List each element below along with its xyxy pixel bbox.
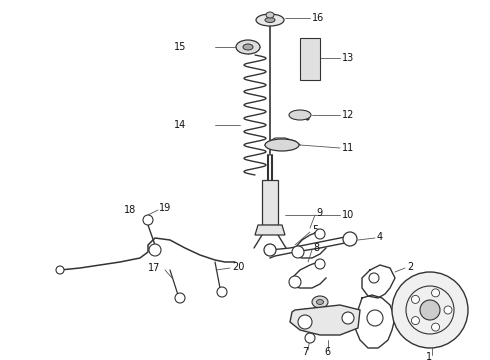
Text: 11: 11 bbox=[342, 143, 354, 153]
Ellipse shape bbox=[236, 40, 260, 54]
Text: 9: 9 bbox=[316, 208, 322, 218]
Circle shape bbox=[315, 229, 325, 239]
Text: 3: 3 bbox=[313, 311, 319, 321]
Circle shape bbox=[292, 246, 304, 258]
Circle shape bbox=[367, 310, 383, 326]
Circle shape bbox=[369, 273, 379, 283]
Circle shape bbox=[264, 244, 276, 256]
Text: 14: 14 bbox=[174, 120, 186, 130]
Text: 13: 13 bbox=[342, 53, 354, 63]
Circle shape bbox=[305, 333, 315, 343]
Text: 10: 10 bbox=[342, 210, 354, 220]
Circle shape bbox=[56, 266, 64, 274]
Polygon shape bbox=[290, 305, 360, 335]
Ellipse shape bbox=[265, 139, 299, 151]
Circle shape bbox=[143, 215, 153, 225]
Polygon shape bbox=[262, 180, 278, 225]
Ellipse shape bbox=[256, 14, 284, 26]
Circle shape bbox=[420, 300, 440, 320]
Text: 8: 8 bbox=[313, 243, 319, 253]
Circle shape bbox=[392, 272, 468, 348]
Circle shape bbox=[217, 287, 227, 297]
Ellipse shape bbox=[312, 296, 328, 308]
Text: 16: 16 bbox=[312, 13, 324, 23]
Text: 12: 12 bbox=[342, 110, 354, 120]
Text: 15: 15 bbox=[173, 42, 186, 52]
Circle shape bbox=[432, 289, 440, 297]
Circle shape bbox=[343, 232, 357, 246]
Text: 1: 1 bbox=[426, 352, 432, 360]
Circle shape bbox=[315, 259, 325, 269]
Text: 5: 5 bbox=[312, 225, 318, 235]
Text: 18: 18 bbox=[124, 205, 136, 215]
Text: 6: 6 bbox=[324, 347, 330, 357]
Text: 4: 4 bbox=[377, 232, 383, 242]
Polygon shape bbox=[255, 225, 285, 235]
Ellipse shape bbox=[265, 18, 275, 22]
Text: 20: 20 bbox=[232, 262, 245, 272]
Ellipse shape bbox=[266, 12, 274, 18]
Circle shape bbox=[289, 276, 301, 288]
Ellipse shape bbox=[317, 300, 323, 305]
Circle shape bbox=[412, 296, 419, 303]
Ellipse shape bbox=[243, 44, 253, 50]
Circle shape bbox=[342, 312, 354, 324]
Circle shape bbox=[412, 316, 419, 325]
Circle shape bbox=[149, 244, 161, 256]
Circle shape bbox=[444, 306, 452, 314]
Text: 17: 17 bbox=[148, 263, 160, 273]
Circle shape bbox=[298, 315, 312, 329]
Ellipse shape bbox=[289, 110, 311, 120]
Polygon shape bbox=[300, 38, 320, 80]
Text: 2: 2 bbox=[407, 262, 413, 272]
Text: 19: 19 bbox=[159, 203, 171, 213]
Text: 7: 7 bbox=[302, 347, 308, 357]
Circle shape bbox=[175, 293, 185, 303]
Circle shape bbox=[432, 323, 440, 331]
